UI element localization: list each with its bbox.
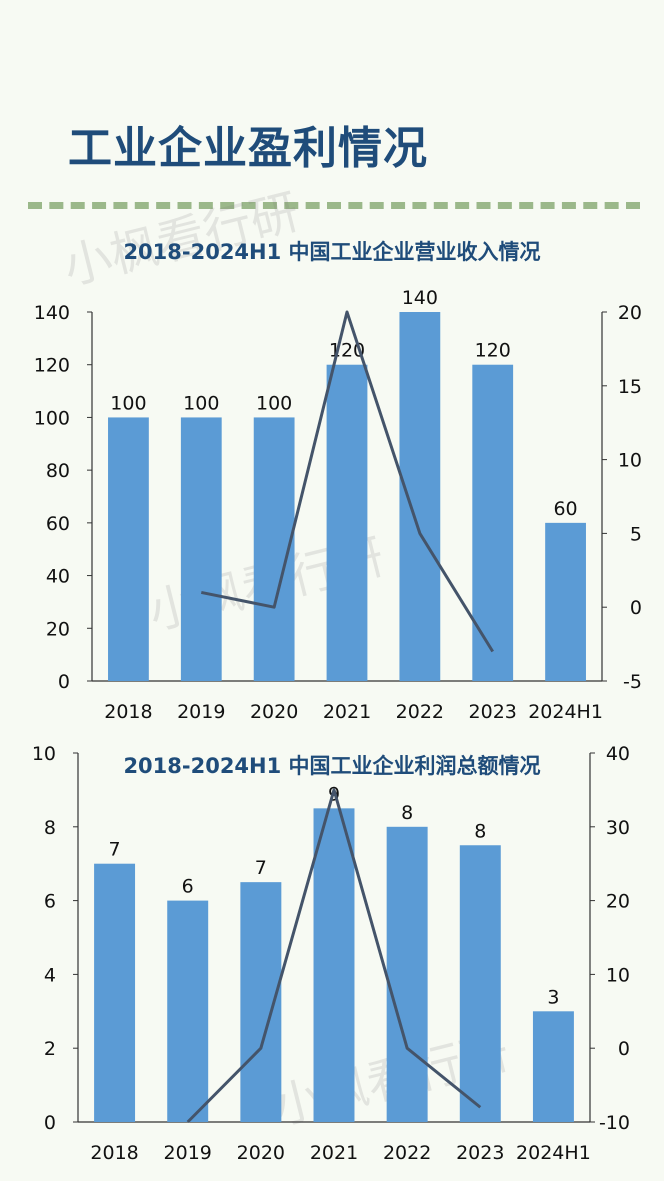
y2-tick-label: 20 [618, 302, 642, 324]
y-tick-label: 6 [44, 891, 56, 913]
x-tick-label: 2020 [237, 1142, 285, 1164]
growth-line [186, 788, 482, 1124]
y-tick-label: 10 [32, 743, 56, 765]
x-tick-label: 2022 [396, 701, 444, 723]
data-label: 100 [183, 392, 219, 414]
y-tick-label: 40 [46, 566, 70, 588]
y2-tick-label: -5 [623, 671, 642, 693]
y2-tick-label: 0 [618, 1038, 630, 1060]
x-tick-label: 2022 [383, 1142, 431, 1164]
y-tick-label: 20 [46, 618, 70, 640]
x-tick-label: 2024H1 [516, 1142, 591, 1164]
y-tick-label: 8 [44, 817, 56, 839]
data-label: 3 [547, 986, 559, 1008]
data-label: 60 [553, 498, 577, 520]
revenue-chart: 0 20 40 60 80 100 120 140 -5 0 5 10 15 20 100 100 100 120… [34, 287, 642, 723]
x-tick-label: 2021 [310, 1142, 358, 1164]
bar [313, 808, 355, 1122]
y-tick-label: 140 [34, 302, 70, 324]
x-tick-label: 2019 [164, 1142, 212, 1164]
y-tick-label: 80 [46, 460, 70, 482]
x-tick-label: 2024H1 [528, 701, 603, 723]
data-label: 7 [255, 857, 267, 879]
y-tick-label: 4 [44, 964, 56, 986]
y2-tick-label: -10 [599, 1112, 630, 1134]
bar [94, 863, 136, 1122]
bar [326, 364, 368, 681]
y2-tick-label: 30 [606, 817, 630, 839]
watermark: 小枫看行研 [58, 183, 305, 297]
data-label: 120 [475, 340, 511, 362]
bar [459, 845, 501, 1122]
bar [386, 826, 428, 1122]
y-tick-label: 100 [34, 407, 70, 429]
chart-title: 2018-2024H1 中国工业企业利润总额情况 [123, 754, 541, 778]
growth-line [200, 310, 494, 653]
y-tick-label: 2 [44, 1038, 56, 1060]
y2-tick-label: 15 [618, 376, 642, 398]
y-tick-label: 0 [44, 1112, 56, 1134]
y-tick-label: 0 [58, 671, 70, 693]
x-tick-label: 2020 [250, 701, 298, 723]
x-tick-label: 2021 [323, 701, 371, 723]
chart-title: 2018-2024H1 中国工业企业营业收入情况 [123, 240, 541, 264]
data-label: 140 [402, 287, 438, 309]
bar [545, 522, 586, 681]
x-tick-label: 2023 [469, 701, 517, 723]
bar [472, 364, 514, 681]
y2-tick-label: 40 [606, 743, 630, 765]
y2-tick-label: 5 [630, 523, 642, 545]
x-tick-label: 2018 [90, 1142, 138, 1164]
data-label: 100 [256, 392, 292, 414]
data-label: 7 [109, 839, 121, 861]
y-tick-label: 60 [46, 513, 70, 535]
data-label: 6 [182, 876, 194, 898]
y2-tick-label: 20 [606, 891, 630, 913]
y-tick-label: 120 [34, 355, 70, 377]
dashed-divider [28, 202, 640, 209]
bar [167, 900, 209, 1122]
bar [180, 417, 222, 681]
bar [108, 417, 149, 681]
data-label: 8 [474, 820, 486, 842]
data-label: 8 [401, 802, 413, 824]
x-tick-label: 2019 [177, 701, 225, 723]
data-label: 100 [110, 392, 146, 414]
bar [399, 312, 441, 681]
y2-tick-label: 10 [606, 964, 630, 986]
y2-tick-label: 0 [630, 597, 642, 619]
y2-tick-label: 10 [618, 450, 642, 472]
page-title: 工业企业盈利情况 [68, 123, 428, 174]
bar [532, 1011, 574, 1122]
x-tick-label: 2018 [104, 701, 152, 723]
x-tick-label: 2023 [456, 1142, 504, 1164]
